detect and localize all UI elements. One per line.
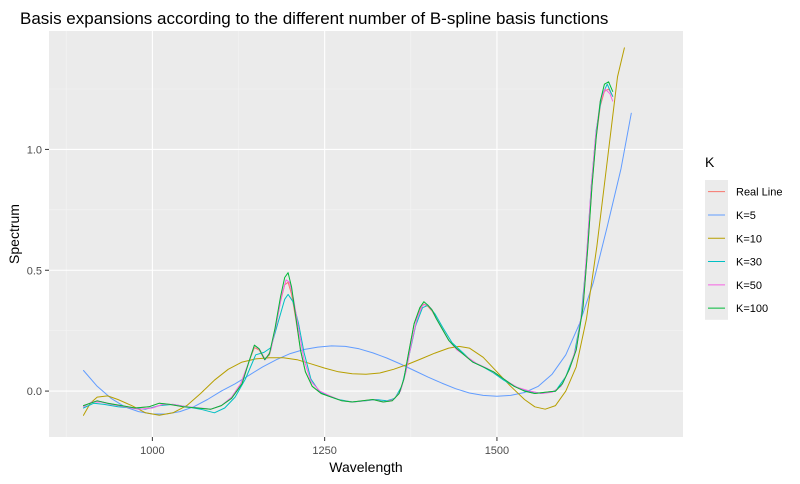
y-tick-label: 1.0 [27,144,42,156]
x-tick-label: 1000 [140,445,164,457]
minor-gridlines [49,31,683,437]
legend-label: Real Line [736,187,782,199]
legend: K Real Line K=5 K=10 K=30 K=50 K=100 [705,154,782,320]
legend-label: K=5 [736,210,756,222]
x-tick-label: 1250 [312,445,336,457]
legend-key-background [705,180,728,320]
legend-label: K=30 [736,257,762,269]
y-tick-label: 0.0 [27,386,42,398]
y-tick-label: 0.5 [27,265,42,277]
legend-items: Real Line K=5 K=10 K=30 K=50 K=100 [705,180,782,320]
series-line [83,81,614,410]
x-tick-label: 1500 [485,445,509,457]
major-gridlines [49,31,683,437]
tick-labels: 1000 1250 1500 0.0 0.5 1.0 [27,144,509,457]
axis-ticks [45,148,498,441]
series-line [83,47,625,416]
legend-label: K=100 [736,303,768,315]
plot-panel [49,31,683,437]
y-axis-title: Spectrum [6,204,22,264]
series-layer [83,47,632,416]
legend-title: K [705,154,715,170]
legend-label: K=50 [736,280,762,292]
series-line [83,112,632,415]
legend-label: K=10 [736,233,762,245]
chart-title: Basis expansions according to the differ… [20,9,608,28]
x-axis-title: Wavelength [329,459,402,475]
